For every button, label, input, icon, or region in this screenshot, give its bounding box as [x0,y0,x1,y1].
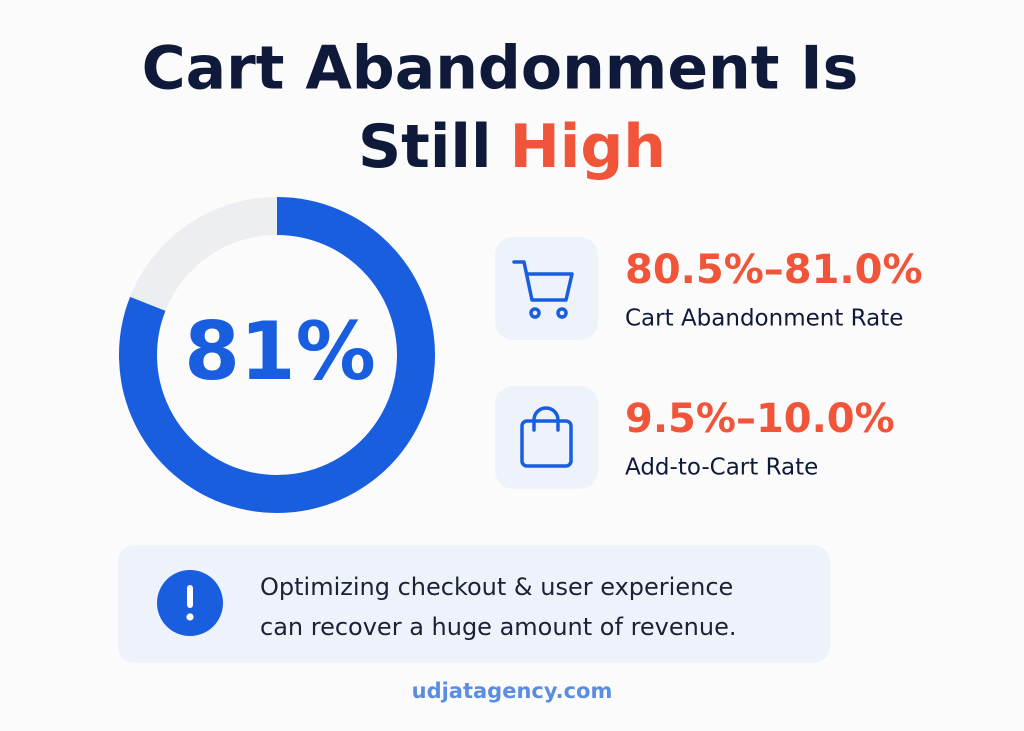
footer: udjatagency.com [412,679,613,703]
icon-box [495,386,598,489]
alert-dot [186,613,194,621]
callout-text: can recover a huge amount of revenue. [260,613,736,641]
callout-box [118,545,830,663]
alert-bar [187,585,193,608]
title-line2: Still High [358,112,666,182]
title-highlight: High [510,112,666,182]
stat-value: 9.5%–10.0% [625,396,895,442]
stat-value: 80.5%–81.0% [625,247,923,293]
callout-text: Optimizing checkout & user experience [260,573,733,601]
title-line1: Cart Abandonment Is [142,34,859,104]
cart-icon [512,260,574,319]
donut-arc [119,197,435,513]
stat-label: Cart Abandonment Rate [625,306,903,332]
icon-box [495,237,598,340]
stat-label: Add-to-Cart Rate [625,455,818,481]
donut-label: 81% [184,305,375,398]
bag-icon [520,406,573,468]
title-start: Still [358,112,492,182]
